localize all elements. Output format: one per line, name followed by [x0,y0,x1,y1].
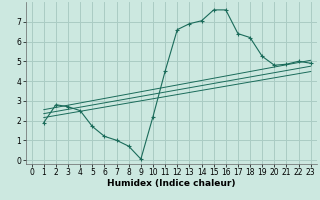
X-axis label: Humidex (Indice chaleur): Humidex (Indice chaleur) [107,179,236,188]
